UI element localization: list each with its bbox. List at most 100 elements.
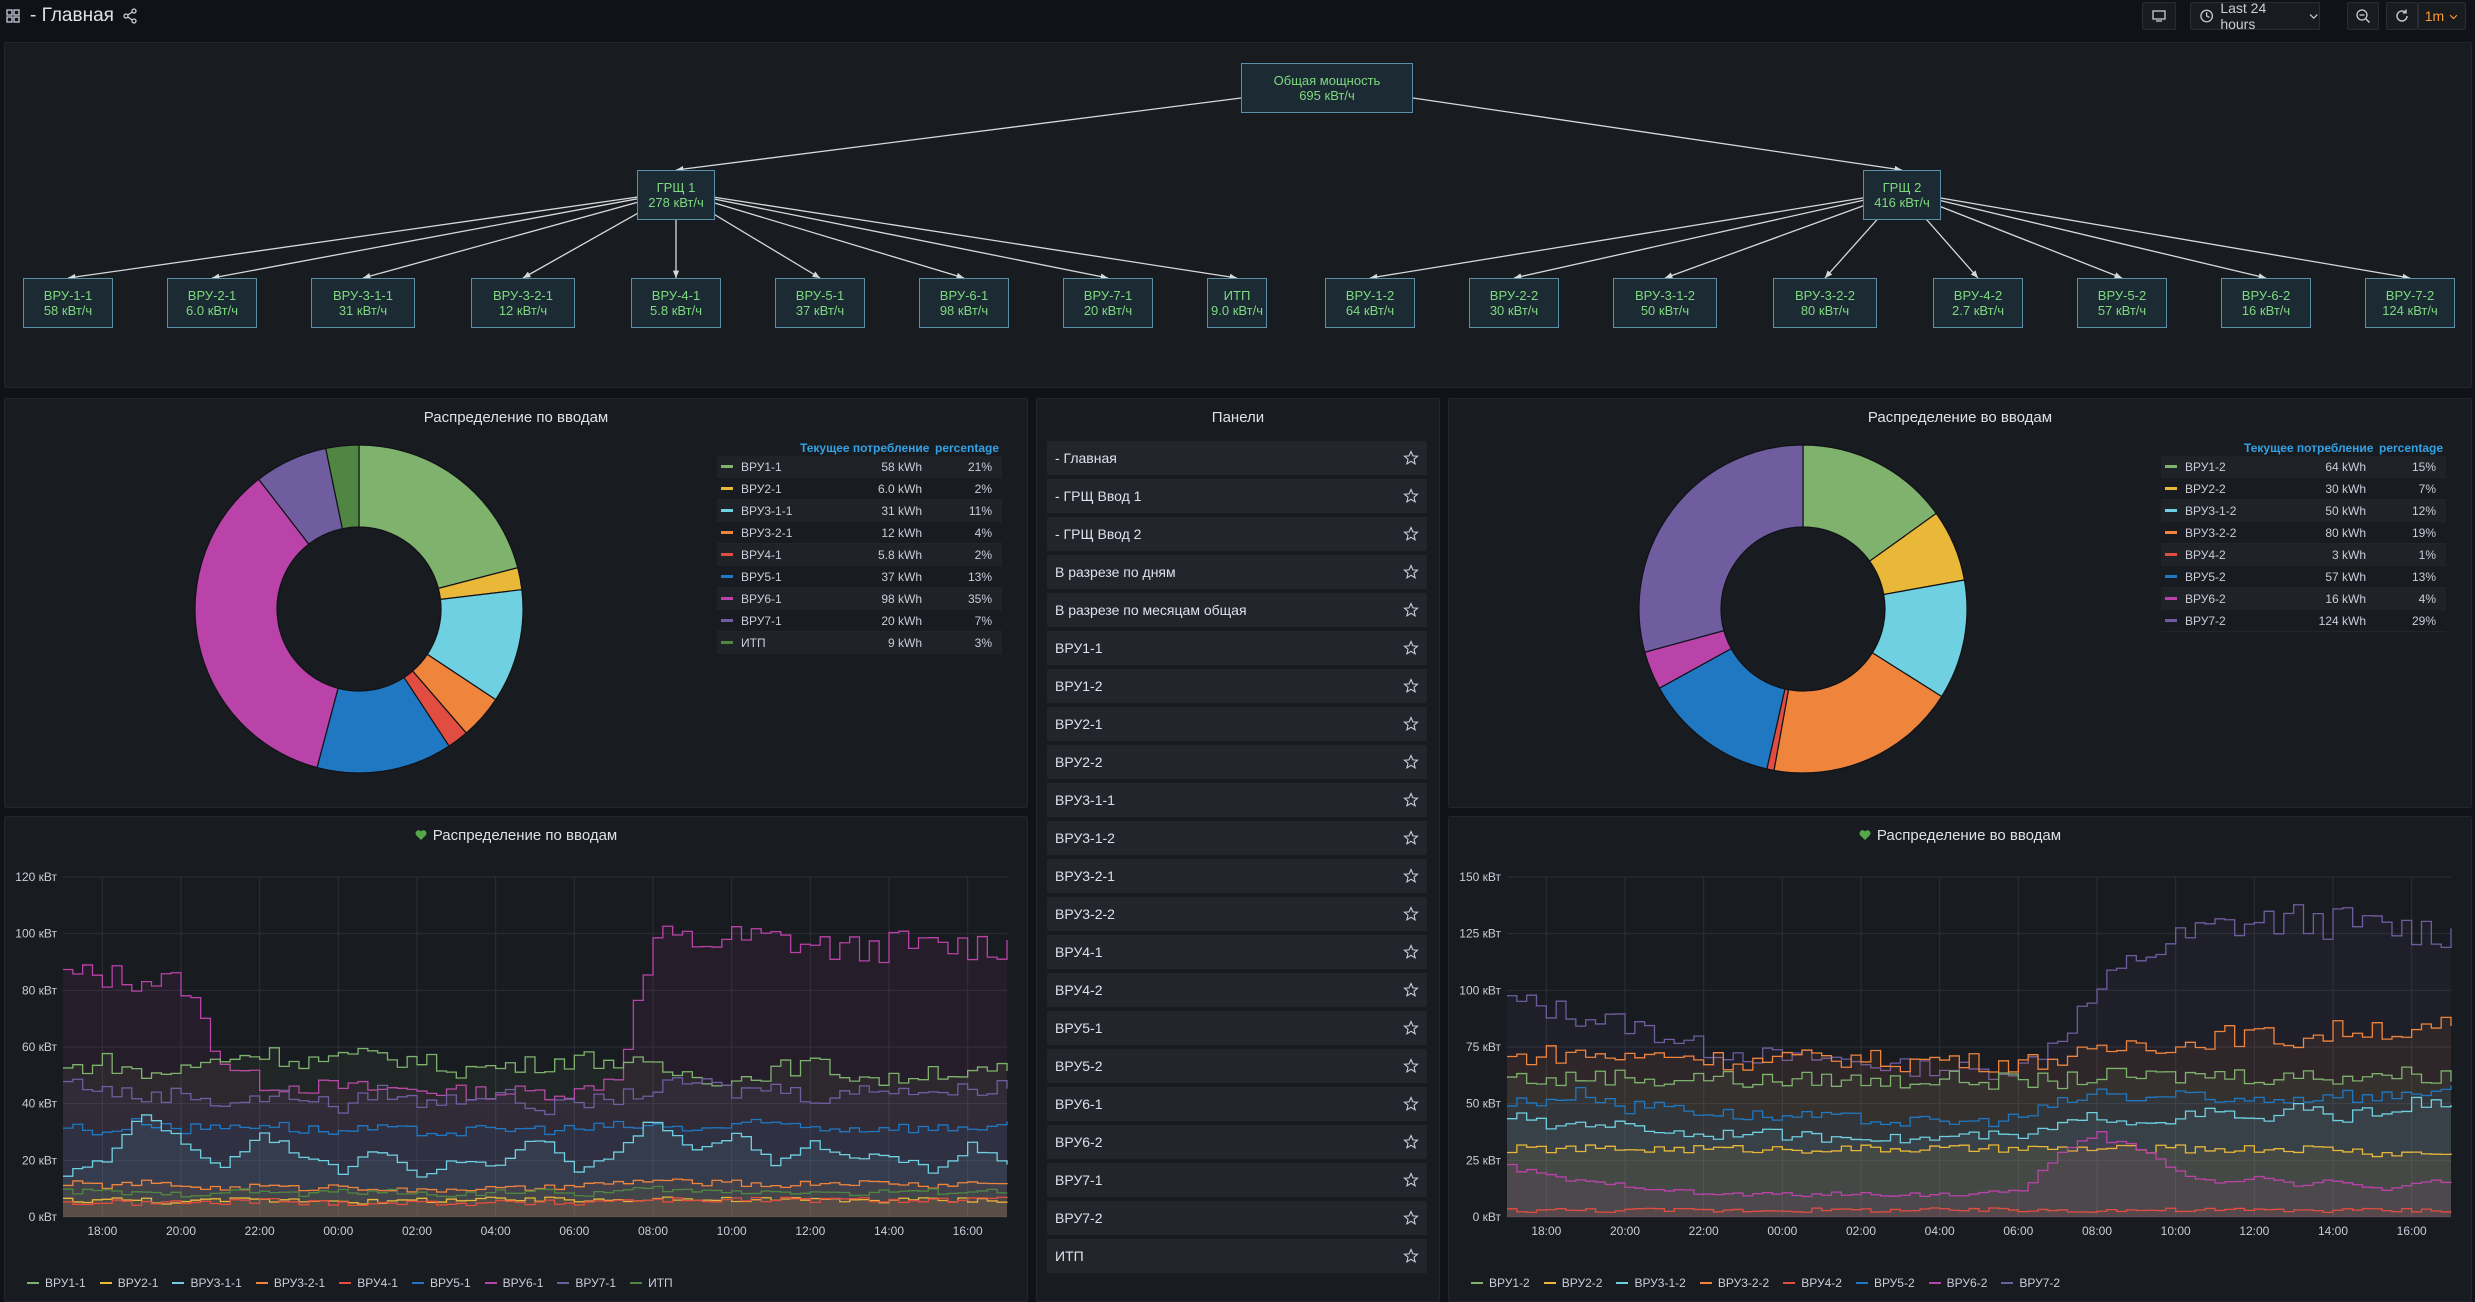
tree-node-leaf[interactable]: ВРУ-1-2 64 кВт/ч [1325, 278, 1415, 328]
timeseries-legend-item[interactable]: ВРУ7-1 [557, 1276, 616, 1290]
star-icon[interactable] [1403, 602, 1419, 618]
timeseries-legend-item[interactable]: ВРУ5-2 [1855, 1276, 1915, 1290]
series-line[interactable] [1507, 1085, 2452, 1128]
refresh-interval-picker[interactable]: 1m [2418, 2, 2466, 30]
panel-list-item[interactable]: ВРУ5-1 [1047, 1011, 1427, 1045]
star-icon[interactable] [1403, 640, 1419, 656]
legend-row[interactable]: ВРУ4-1 5.8 kWh 2% [717, 544, 1002, 566]
apps-grid-icon[interactable] [6, 9, 20, 23]
series-line[interactable] [63, 1047, 1008, 1087]
tree-node-leaf[interactable]: ВРУ-5-1 37 кВт/ч [775, 278, 865, 328]
panel-list-item[interactable]: ВРУ6-2 [1047, 1125, 1427, 1159]
timeseries-legend-item[interactable]: ВРУ2-2 [1543, 1276, 1602, 1290]
timeseries-chart-right[interactable]: 0 кВт 25 кВт 50 кВт 75 кВт 100 кВт 125 кВт 150… [1449, 847, 2469, 1277]
tree-node-leaf[interactable]: ВРУ-2-1 6.0 кВт/ч [167, 278, 257, 328]
legend-row[interactable]: ВРУ6-2 16 kWh 4% [2161, 588, 2446, 610]
legend-row[interactable]: ВРУ5-1 37 kWh 13% [717, 566, 1002, 588]
panel-list-item[interactable]: ВРУ2-1 [1047, 707, 1427, 741]
tv-mode-button[interactable] [2142, 2, 2176, 30]
panel-list-item[interactable]: В разрезе по месяцам общая [1047, 593, 1427, 627]
panel-list-item[interactable]: - ГРЩ Ввод 1 [1047, 479, 1427, 513]
panel-list-item[interactable]: ВРУ1-1 [1047, 631, 1427, 665]
timeseries-chart-left[interactable]: 0 кВт 20 кВт 40 кВт 60 кВт 80 кВт 100 кВт 120 … [5, 847, 1025, 1277]
tree-node-leaf[interactable]: ВРУ-4-1 5.8 кВт/ч [631, 278, 721, 328]
legend-row[interactable]: ВРУ3-1-2 50 kWh 12% [2161, 500, 2446, 522]
star-icon[interactable] [1403, 1020, 1419, 1036]
tree-node-leaf[interactable]: ВРУ-3-1-1 31 кВт/ч [311, 278, 415, 328]
series-line[interactable] [63, 1117, 1008, 1137]
pie-slice[interactable] [325, 444, 360, 530]
series-line[interactable] [1507, 1066, 2452, 1090]
dashboard-title[interactable]: - Главная [30, 5, 114, 26]
panel-list-item[interactable]: ВРУ5-2 [1047, 1049, 1427, 1083]
legend-row[interactable]: ВРУ2-2 30 kWh 7% [2161, 478, 2446, 500]
panel-list-item[interactable]: - Главная [1047, 441, 1427, 475]
star-icon[interactable] [1403, 906, 1419, 922]
star-icon[interactable] [1403, 982, 1419, 998]
panel-list-item[interactable]: ВРУ6-1 [1047, 1087, 1427, 1121]
tree-node-leaf[interactable]: ВРУ-7-1 20 кВт/ч [1063, 278, 1153, 328]
panel-list-item[interactable]: ВРУ1-2 [1047, 669, 1427, 703]
series-line[interactable] [63, 1178, 1008, 1193]
series-line[interactable] [1507, 1096, 2452, 1144]
legend-row[interactable]: ВРУ6-1 98 kWh 35% [717, 588, 1002, 610]
pie-slice[interactable] [1638, 444, 1804, 653]
tree-node-leaf[interactable]: ВРУ-3-1-2 50 кВт/ч [1613, 278, 1717, 328]
pie-slice[interactable] [358, 444, 519, 590]
series-line[interactable] [63, 1185, 1008, 1198]
star-icon[interactable] [1403, 1058, 1419, 1074]
legend-header-current[interactable]: Текущее потребление [800, 441, 930, 455]
timeseries-legend-item[interactable]: ВРУ4-1 [339, 1276, 398, 1290]
legend-row[interactable]: ВРУ7-2 124 kWh 29% [2161, 610, 2446, 632]
timeseries-legend-item[interactable]: ИТП [630, 1276, 673, 1290]
star-icon[interactable] [1403, 754, 1419, 770]
timeseries-legend-item[interactable]: ВРУ3-1-1 [172, 1276, 242, 1290]
legend-row[interactable]: ВРУ1-2 64 kWh 15% [2161, 456, 2446, 478]
timeseries-legend-item[interactable]: ВРУ2-1 [99, 1276, 158, 1290]
star-icon[interactable] [1403, 716, 1419, 732]
legend-row[interactable]: ВРУ1-1 58 kWh 21% [717, 456, 1002, 478]
star-icon[interactable] [1403, 526, 1419, 542]
star-icon[interactable] [1403, 1210, 1419, 1226]
pie-slice[interactable] [194, 478, 339, 769]
panel-list-item[interactable]: ВРУ4-1 [1047, 935, 1427, 969]
tree-node-leaf[interactable]: ВРУ-3-2-1 12 кВт/ч [471, 278, 575, 328]
tree-node-leaf[interactable]: ВРУ-2-2 30 кВт/ч [1469, 278, 1559, 328]
star-icon[interactable] [1403, 944, 1419, 960]
panel-list-item[interactable]: ВРУ3-1-2 [1047, 821, 1427, 855]
legend-row[interactable]: ВРУ3-2-1 12 kWh 4% [717, 522, 1002, 544]
pie-chart-right[interactable] [1633, 439, 1973, 779]
series-line[interactable] [1507, 1016, 2452, 1073]
timeseries-legend-item[interactable]: ВРУ3-2-2 [1699, 1276, 1769, 1290]
panel-list-item[interactable]: В разрезе по дням [1047, 555, 1427, 589]
timeseries-legend-item[interactable]: ВРУ3-1-2 [1616, 1276, 1686, 1290]
star-icon[interactable] [1403, 830, 1419, 846]
star-icon[interactable] [1403, 564, 1419, 580]
series-line[interactable] [63, 925, 1008, 1101]
legend-row[interactable]: ВРУ7-1 20 kWh 7% [717, 610, 1002, 632]
legend-row[interactable]: ВРУ3-1-1 31 kWh 11% [717, 500, 1002, 522]
timeseries-legend-item[interactable]: ВРУ1-2 [1471, 1276, 1530, 1290]
panel-list-item[interactable]: ВРУ3-2-1 [1047, 859, 1427, 893]
star-icon[interactable] [1403, 450, 1419, 466]
series-line[interactable] [63, 1077, 1008, 1116]
timeseries-legend-item[interactable]: ВРУ6-1 [484, 1276, 543, 1290]
star-icon[interactable] [1403, 678, 1419, 694]
timeseries-legend-item[interactable]: ВРУ4-2 [1783, 1276, 1842, 1290]
series-line[interactable] [1507, 1131, 2452, 1198]
tree-node-leaf[interactable]: ВРУ-1-1 58 кВт/ч [23, 278, 113, 328]
series-line[interactable] [63, 1114, 1008, 1178]
time-range-picker[interactable]: Last 24 hours [2190, 0, 2320, 32]
tree-node-leaf[interactable]: ВРУ-5-2 57 кВт/ч [2077, 278, 2167, 328]
star-icon[interactable] [1403, 1096, 1419, 1112]
star-icon[interactable] [1403, 1172, 1419, 1188]
panel-list-item[interactable]: ВРУ7-1 [1047, 1163, 1427, 1197]
legend-header-percentage[interactable]: percentage [935, 441, 1000, 455]
share-icon[interactable] [122, 8, 138, 24]
tree-node-root[interactable]: Общая мощность 695 кВт/ч [1241, 63, 1413, 113]
series-line[interactable] [63, 1196, 1008, 1207]
star-icon[interactable] [1403, 868, 1419, 884]
legend-row[interactable]: ИТП 9 kWh 3% [717, 632, 1002, 654]
timeseries-legend-item[interactable]: ВРУ5-1 [411, 1276, 471, 1290]
refresh-button[interactable] [2386, 2, 2418, 30]
